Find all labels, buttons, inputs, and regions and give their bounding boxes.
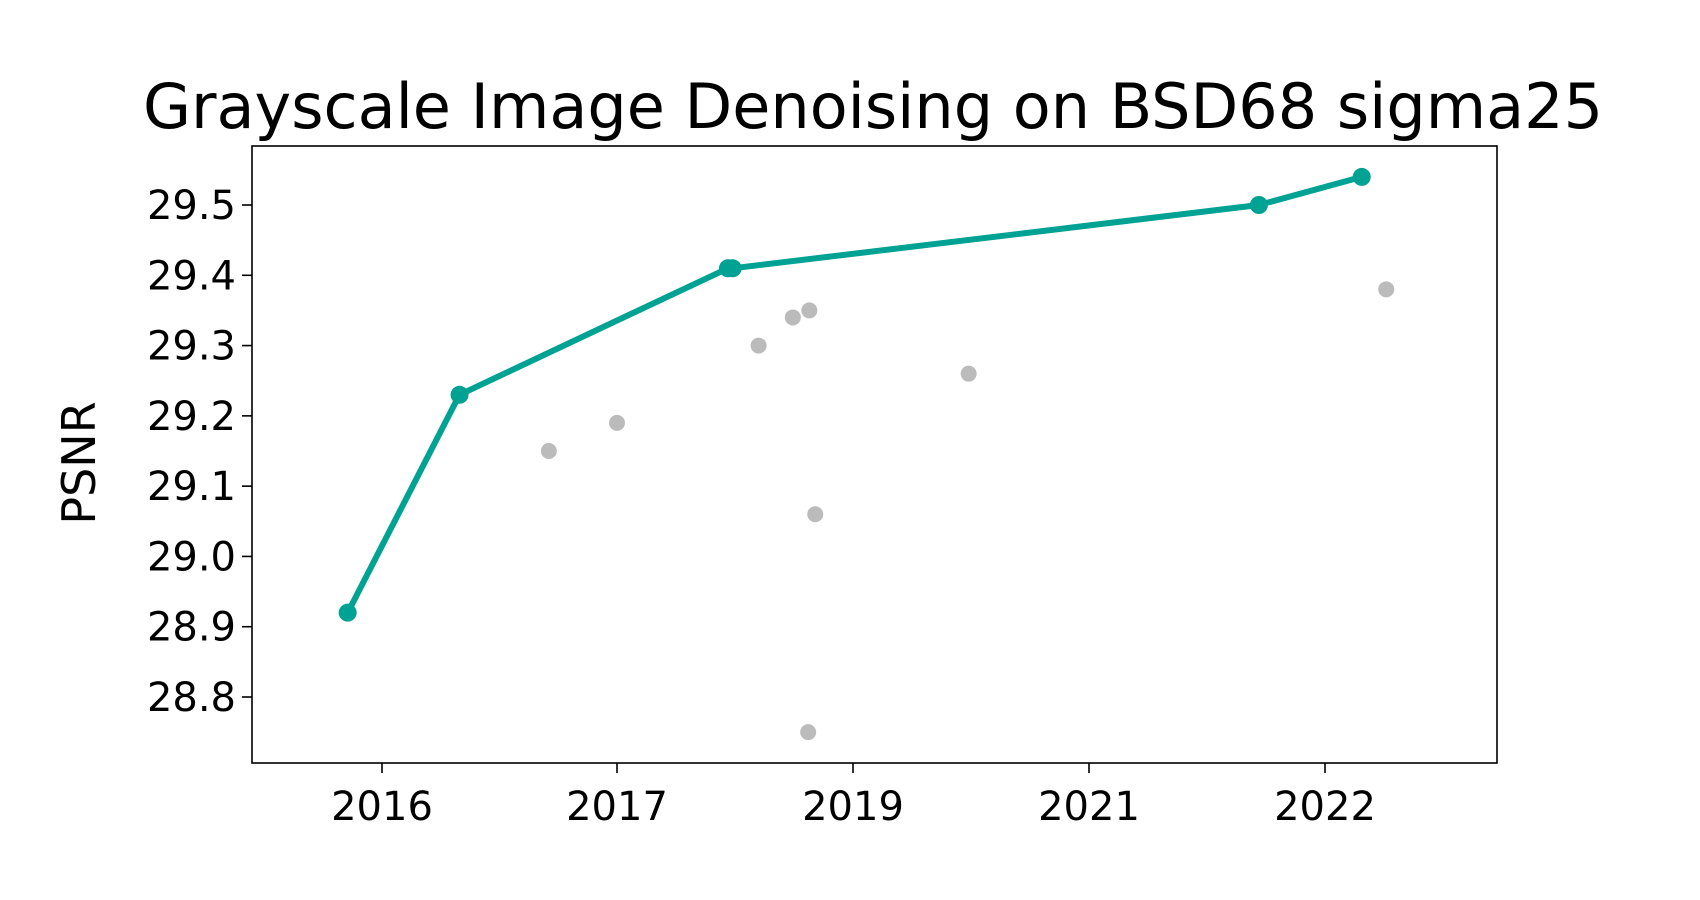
y-tick-label: 29.1 xyxy=(147,464,236,510)
y-tick-label: 29.2 xyxy=(147,394,236,440)
series-layer xyxy=(338,167,1395,741)
x-tick-label: 2022 xyxy=(1274,784,1376,830)
y-tick-label: 29.3 xyxy=(147,324,236,370)
x-tick-label: 2021 xyxy=(1038,784,1140,830)
sota-point xyxy=(1249,196,1268,214)
chart-title: Grayscale Image Denoising on BSD68 sigma… xyxy=(143,70,1603,143)
y-tick-label: 29.0 xyxy=(147,534,236,580)
sota-line xyxy=(344,173,1365,616)
y-tick-label: 29.4 xyxy=(147,253,236,299)
sota-point xyxy=(338,603,357,622)
other-point xyxy=(540,443,557,459)
other-point xyxy=(609,414,625,431)
other-point xyxy=(1378,281,1395,298)
x-tick-label: 2016 xyxy=(331,784,433,830)
y-axis-label: PSNR xyxy=(52,401,106,524)
x-tick-label: 2017 xyxy=(566,784,668,830)
other-point xyxy=(800,724,817,741)
sota-point xyxy=(1352,167,1371,186)
other-point xyxy=(801,302,818,319)
y-tick-label: 29.5 xyxy=(147,183,236,229)
other-point xyxy=(784,309,801,326)
y-tick-label: 28.8 xyxy=(147,675,236,721)
sota-point xyxy=(723,259,742,278)
other-point xyxy=(960,365,977,382)
other-point xyxy=(807,506,824,523)
y-axis: 28.8 28.9 29.0 29.1 29.2 29.3 29.4 29.5 xyxy=(147,183,252,721)
axes-frame xyxy=(251,145,1498,764)
x-tick-label: 2019 xyxy=(802,784,904,830)
plot-area: 28.828.929.029.129.229.329.429.5 2016 201… xyxy=(147,145,1498,830)
x-axis: 2016 2017 2019 2021 2022 xyxy=(331,763,1376,830)
sota-point xyxy=(450,385,469,404)
y-tick-label: 28.9 xyxy=(147,605,236,651)
other-point xyxy=(750,337,767,354)
